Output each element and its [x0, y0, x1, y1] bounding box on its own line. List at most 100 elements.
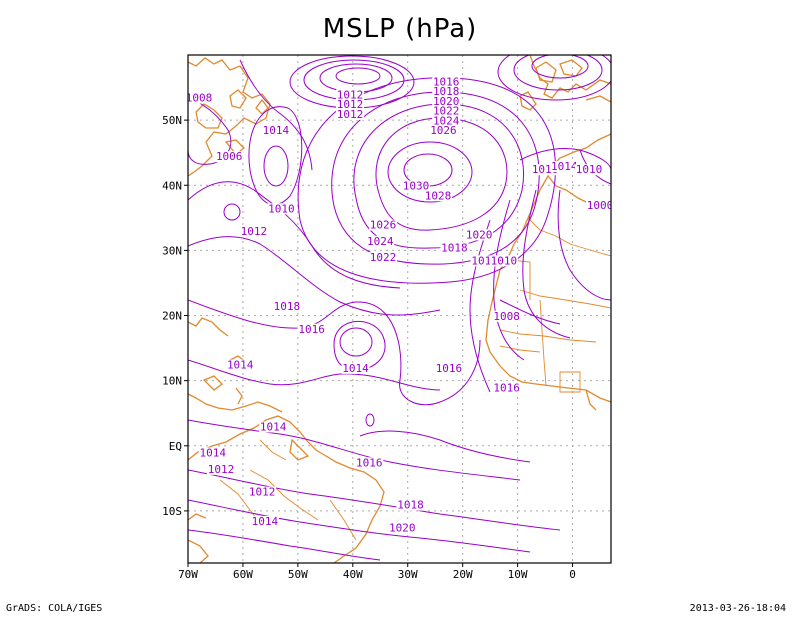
isobar-label: 1012: [249, 486, 276, 499]
isobar-label-bg: [188, 92, 213, 104]
isobar-label-bg: [432, 105, 461, 117]
isobar-label: 1028: [425, 189, 452, 202]
isobar-label-bg: [465, 229, 494, 241]
isobar-label-bg: [489, 255, 518, 267]
isobar-labels: 1016101810201022102410261012101210121008…: [186, 75, 614, 534]
chart-title: MSLP (hPa): [322, 14, 478, 44]
isobar-label: 1016: [433, 75, 460, 88]
isobar-label: 1018: [274, 300, 301, 313]
isobar-label: 1024: [433, 114, 460, 127]
isobar-label-bg: [248, 486, 277, 498]
isobar-label: 1026: [370, 219, 397, 232]
isobar-label: 1018: [433, 85, 460, 98]
isobar-label: 1014: [252, 515, 279, 528]
isobar-label: 1018: [397, 499, 424, 512]
isobar-label-bg: [432, 76, 461, 88]
isobar-label-bg: [470, 255, 499, 267]
isobar-label: 1016: [493, 381, 520, 394]
isobar-label: 1024: [367, 235, 394, 248]
isobar-label: 1020: [433, 95, 460, 108]
isobar-label: 1014: [263, 124, 290, 137]
isobar-label: 1022: [370, 251, 397, 264]
isobar-label-bg: [215, 151, 244, 163]
isobar-label-bg: [369, 219, 398, 231]
isobar-label-bg: [355, 457, 384, 469]
isobar-label: 1012: [208, 463, 235, 476]
isobar-label-bg: [492, 382, 521, 394]
isobar-label: 1020: [466, 228, 493, 241]
isobar-label-bg: [432, 86, 461, 98]
isobar-label-bg: [401, 180, 430, 192]
isobar-label: 1014: [260, 420, 287, 433]
isobar-label: 1010: [576, 163, 603, 176]
timestamp: 2013-03-26-18:04: [689, 603, 786, 614]
isobar-label: 1014: [199, 447, 226, 460]
lat-tick-label: 20N: [162, 310, 182, 323]
isobar-label-bg: [531, 164, 560, 176]
isobar-label-bg: [550, 160, 579, 172]
isobar-label-bg: [366, 235, 395, 247]
isobar-label-bg: [272, 301, 301, 312]
isobar-label-bg: [336, 89, 365, 101]
isobar-label: 1006: [216, 150, 243, 163]
lon-tick-label: 70W: [178, 568, 198, 581]
isobar-label-bg: [434, 362, 463, 374]
isobar-label: 1014: [227, 359, 254, 372]
isobar-label-bg: [250, 515, 279, 527]
isobar-label: 1020: [389, 521, 416, 534]
isobar-label-bg: [423, 190, 452, 202]
isobar-label-bg: [369, 252, 398, 264]
lat-tick-label: 10S: [162, 505, 182, 518]
lat-tick-label: 30N: [162, 244, 182, 257]
isobar-label-bg: [586, 200, 611, 212]
isobar-label: 1026: [430, 124, 457, 137]
longitude-axis: 70W 60W 50W 40W 30W 20W 10W 0: [178, 563, 576, 581]
isobar-label: 1022: [433, 105, 460, 118]
isobar-label-bg: [259, 421, 288, 433]
isobar-label-bg: [198, 447, 227, 459]
isobar-label-bg: [239, 226, 268, 238]
lon-tick-label: 10W: [508, 568, 528, 581]
lon-tick-label: 40W: [343, 568, 363, 581]
isobar-label: 1012: [337, 98, 364, 111]
lon-tick-label: 30W: [398, 568, 418, 581]
isobar-label-bg: [261, 125, 290, 137]
isobar-label-bg: [336, 99, 365, 111]
lon-tick-label: 0: [569, 568, 576, 581]
isobar-label: 1018: [441, 241, 468, 254]
isobar-label-bg: [440, 242, 469, 254]
isobar-label-bg: [267, 203, 296, 215]
isobar-label-bg: [396, 499, 425, 511]
isobar-label: 1012: [337, 88, 364, 101]
lat-tick-label: 10N: [162, 375, 182, 388]
isobar-label: 1012: [337, 108, 364, 121]
isobar-label-bg: [429, 125, 458, 137]
isobar-label: 1016: [436, 362, 463, 375]
isobar-label: 1016: [298, 323, 325, 336]
isobar-label-bg: [206, 463, 235, 475]
isobar-label-bg: [336, 108, 365, 120]
isobar-label-bg: [226, 359, 255, 371]
isobar-label-bg: [388, 522, 417, 534]
lon-tick-label: 50W: [288, 568, 308, 581]
isobar-label: 1008: [186, 92, 213, 105]
isobar-label-bg: [432, 95, 461, 107]
grads-credit: GrADS: COLA/IGES: [6, 603, 103, 614]
lat-tick-label: 50N: [162, 114, 182, 127]
lat-tick-label: EQ: [169, 440, 182, 453]
isobar-label-bg: [432, 115, 461, 127]
isobar-label: 1010: [491, 254, 518, 267]
isobar-label-bg: [341, 362, 370, 374]
isobar-label: 1010: [268, 202, 295, 215]
isobar-label-bg: [297, 323, 326, 335]
latitude-axis: 50N 40N 30N 20N 10N EQ 10S: [162, 114, 188, 518]
isobar-label: 1012: [241, 225, 268, 238]
isobar-label: 1016: [356, 456, 383, 469]
lon-tick-label: 60W: [233, 568, 253, 581]
isobar-label: 1014: [551, 160, 578, 173]
isobar-label: 1000: [587, 199, 614, 212]
isobar-label: 1014: [342, 362, 369, 375]
lon-tick-label: 20W: [453, 568, 473, 581]
isobar-label-bg: [492, 310, 521, 322]
